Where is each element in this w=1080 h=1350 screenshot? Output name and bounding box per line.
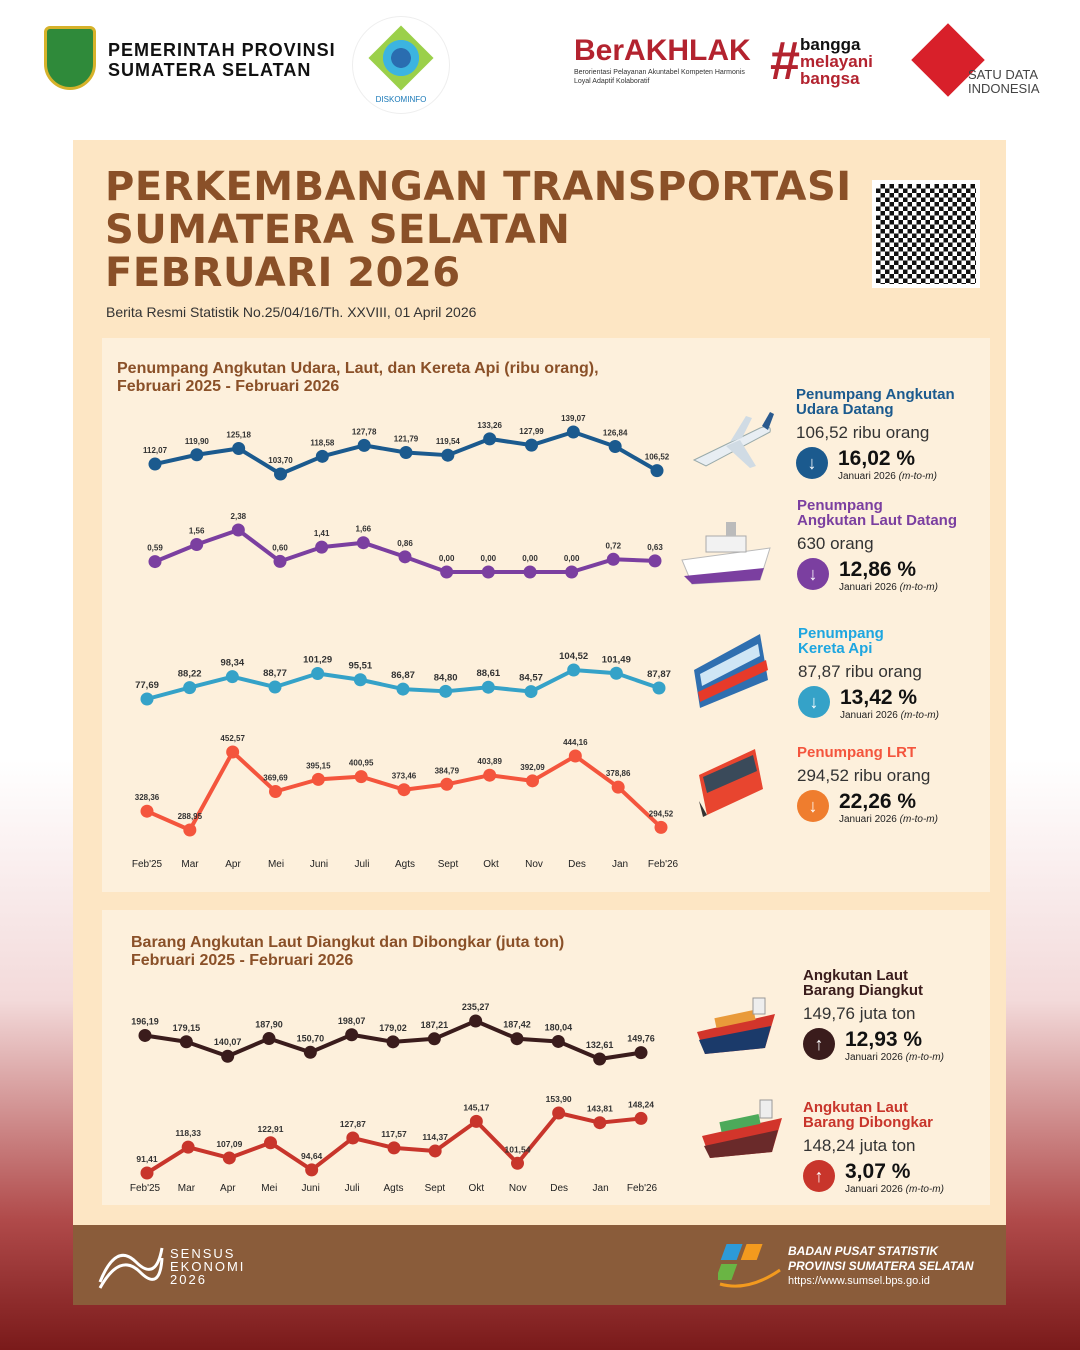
stat-basis: (m-to-m) <box>905 1184 944 1195</box>
province-emblem <box>44 26 96 90</box>
stat-change: 3,07 % <box>845 1160 911 1183</box>
stat-title-line1: Penumpang LRT <box>797 744 917 761</box>
province-line2: SUMATERA SELATAN <box>108 60 312 80</box>
stat-title: Penumpang Kereta Api <box>798 626 939 656</box>
hashtag-icon: # <box>770 31 801 91</box>
stat-title-line2: Barang Dibongkar <box>803 1114 934 1131</box>
bps-name: BADAN PUSAT STATISTIK <box>788 1244 938 1258</box>
stat-period: Januari 2026 <box>840 710 898 721</box>
stat-basis: (m-to-m) <box>900 710 939 721</box>
stat-period: Januari 2026 <box>845 1184 903 1195</box>
stat-block: Penumpang Angkutan Udara Datang 106,52 r… <box>796 387 955 482</box>
stat-value: 630 orang <box>797 534 874 553</box>
bangsa-word: bangsa <box>800 69 860 88</box>
stat-basis: (m-to-m) <box>899 814 938 825</box>
ekonomi-word: EKONOMI <box>170 1258 246 1274</box>
province-name: PEMERINTAH PROVINSI SUMATERA SELATAN <box>108 40 336 80</box>
stat-title: Angkutan Laut Barang Dibongkar <box>803 1100 944 1130</box>
stat-value: 294,52 ribu orang <box>797 766 931 785</box>
stat-block: Penumpang Angkutan Laut Datang 630 orang… <box>797 498 957 593</box>
stat-title-line1: Angkutan Laut <box>803 967 908 984</box>
diskominfo-logo: DISKOMINFO <box>352 16 450 114</box>
stat-block: Angkutan Laut Barang Diangkut 149,76 jut… <box>803 968 944 1063</box>
stat-title-line1: Penumpang <box>798 625 884 642</box>
double-chevron-up-icon: ↑ <box>803 1160 835 1192</box>
passengers-title-line2: Februari 2025 - Februari 2026 <box>117 378 340 395</box>
ship-icon <box>680 518 772 588</box>
stat-title-line1: Penumpang <box>797 497 883 514</box>
stat-title-line2: Kereta Api <box>798 640 873 657</box>
passengers-title-line1: Penumpang Angkutan Udara, Laut, dan Kere… <box>117 360 599 377</box>
stat-value: 148,24 juta ton <box>803 1136 916 1155</box>
stat-title-line2: Angkutan Laut Datang <box>797 512 957 529</box>
stat-change: 22,26 % <box>839 790 917 813</box>
stat-title: Penumpang Angkutan Laut Datang <box>797 498 957 528</box>
lrt-icon <box>695 745 767 817</box>
stat-period: Januari 2026 <box>839 582 897 593</box>
stat-basis: (m-to-m) <box>899 582 938 593</box>
stat-title-line1: Angkutan Laut <box>803 1099 908 1116</box>
stat-period: Januari 2026 <box>839 814 897 825</box>
cargo-ship-unloaded-icon <box>700 1094 784 1162</box>
sensus-word: SENSUS <box>170 1245 236 1261</box>
stat-basis: (m-to-m) <box>905 1052 944 1063</box>
stat-period: Januari 2026 <box>845 1052 903 1063</box>
bangga-word: bangga <box>800 35 861 54</box>
bps-logo-icon <box>715 1240 782 1290</box>
stat-change: 13,42 % <box>840 686 918 709</box>
publication-reference: Berita Resmi Statistik No.25/04/16/Th. X… <box>106 304 477 320</box>
double-chevron-down-icon: ↓ <box>797 790 829 822</box>
bps-url[interactable]: https://www.sumsel.bps.go.id <box>788 1275 930 1287</box>
goods-panel-title: Barang Angkutan Laut Diangkut dan Dibong… <box>131 934 564 970</box>
double-chevron-down-icon: ↓ <box>798 686 830 718</box>
berakhlak-logo: BerAKHLAK Berorientasi Pelayanan Akuntab… <box>574 34 752 86</box>
stat-block: Penumpang LRT 294,52 ribu orang ↓ 22,26 … <box>797 745 938 825</box>
stat-block: Penumpang Kereta Api 87,87 ribu orang ↓ … <box>798 626 939 721</box>
goods-title-line1: Barang Angkutan Laut Diangkut dan Dibong… <box>131 934 565 951</box>
stat-period: Januari 2026 <box>838 471 896 482</box>
stat-title-line2: Barang Diangkut <box>803 982 924 999</box>
berakhlak-wordmark: BerAKHLAK <box>574 34 751 67</box>
indonesia-word: INDONESIA <box>968 81 1040 96</box>
page-title: PERKEMBANGAN TRANSPORTASI SUMATERA SELAT… <box>105 166 852 295</box>
bps-info: BADAN PUSAT STATISTIK PROVINSI SUMATERA … <box>788 1244 974 1289</box>
province-line1: PEMERINTAH PROVINSI <box>108 40 336 60</box>
stat-block: Angkutan Laut Barang Dibongkar 148,24 ju… <box>803 1100 944 1195</box>
stat-change: 12,86 % <box>839 558 917 581</box>
goods-title-line2: Februari 2025 - Februari 2026 <box>131 952 354 969</box>
stat-value: 149,76 juta ton <box>803 1004 916 1023</box>
double-chevron-down-icon: ↓ <box>796 447 828 479</box>
title-line1: PERKEMBANGAN TRANSPORTASI <box>105 164 852 210</box>
footer-bar <box>73 1225 1006 1305</box>
stat-value: 106,52 ribu orang <box>796 423 930 442</box>
melayani-word: melayani <box>800 52 873 71</box>
stat-change: 12,93 % <box>845 1028 923 1051</box>
title-line2: SUMATERA SELATAN <box>105 207 571 253</box>
stat-title: Penumpang LRT <box>797 745 938 760</box>
double-chevron-up-icon: ↑ <box>803 1028 835 1060</box>
stat-title-line1: Penumpang Angkutan <box>796 386 955 403</box>
sensus-swirl-icon <box>98 1247 164 1289</box>
berakhlak-tagline: Berorientasi Pelayanan Akuntabel Kompete… <box>574 69 745 85</box>
stat-change: 16,02 % <box>838 447 916 470</box>
stat-value: 87,87 ribu orang <box>798 662 922 681</box>
title-line3: FEBRUARI 2026 <box>105 250 461 296</box>
double-chevron-down-icon: ↓ <box>797 558 829 590</box>
train-icon <box>690 630 770 710</box>
airplane-icon <box>690 412 776 474</box>
qr-code[interactable] <box>872 180 980 288</box>
stat-title: Angkutan Laut Barang Diangkut <box>803 968 944 998</box>
passengers-panel-title: Penumpang Angkutan Udara, Laut, dan Kere… <box>117 360 599 396</box>
bangga-melayani-logo: # bangga melayani bangsa <box>770 31 873 91</box>
stat-basis: (m-to-m) <box>898 471 937 482</box>
sensus-ekonomi-logo: SENSUS EKONOMI 2026 <box>96 1242 245 1290</box>
stat-title: Penumpang Angkutan Udara Datang <box>796 387 955 417</box>
satu-data-word: SATU DATA <box>968 67 1039 82</box>
cargo-ship-loaded-icon <box>695 992 777 1058</box>
diskominfo-label: DISKOMINFO <box>375 95 427 104</box>
sensus-year: 2026 <box>170 1271 207 1287</box>
stat-title-line2: Udara Datang <box>796 401 894 418</box>
bps-province: PROVINSI SUMATERA SELATAN <box>788 1259 974 1273</box>
